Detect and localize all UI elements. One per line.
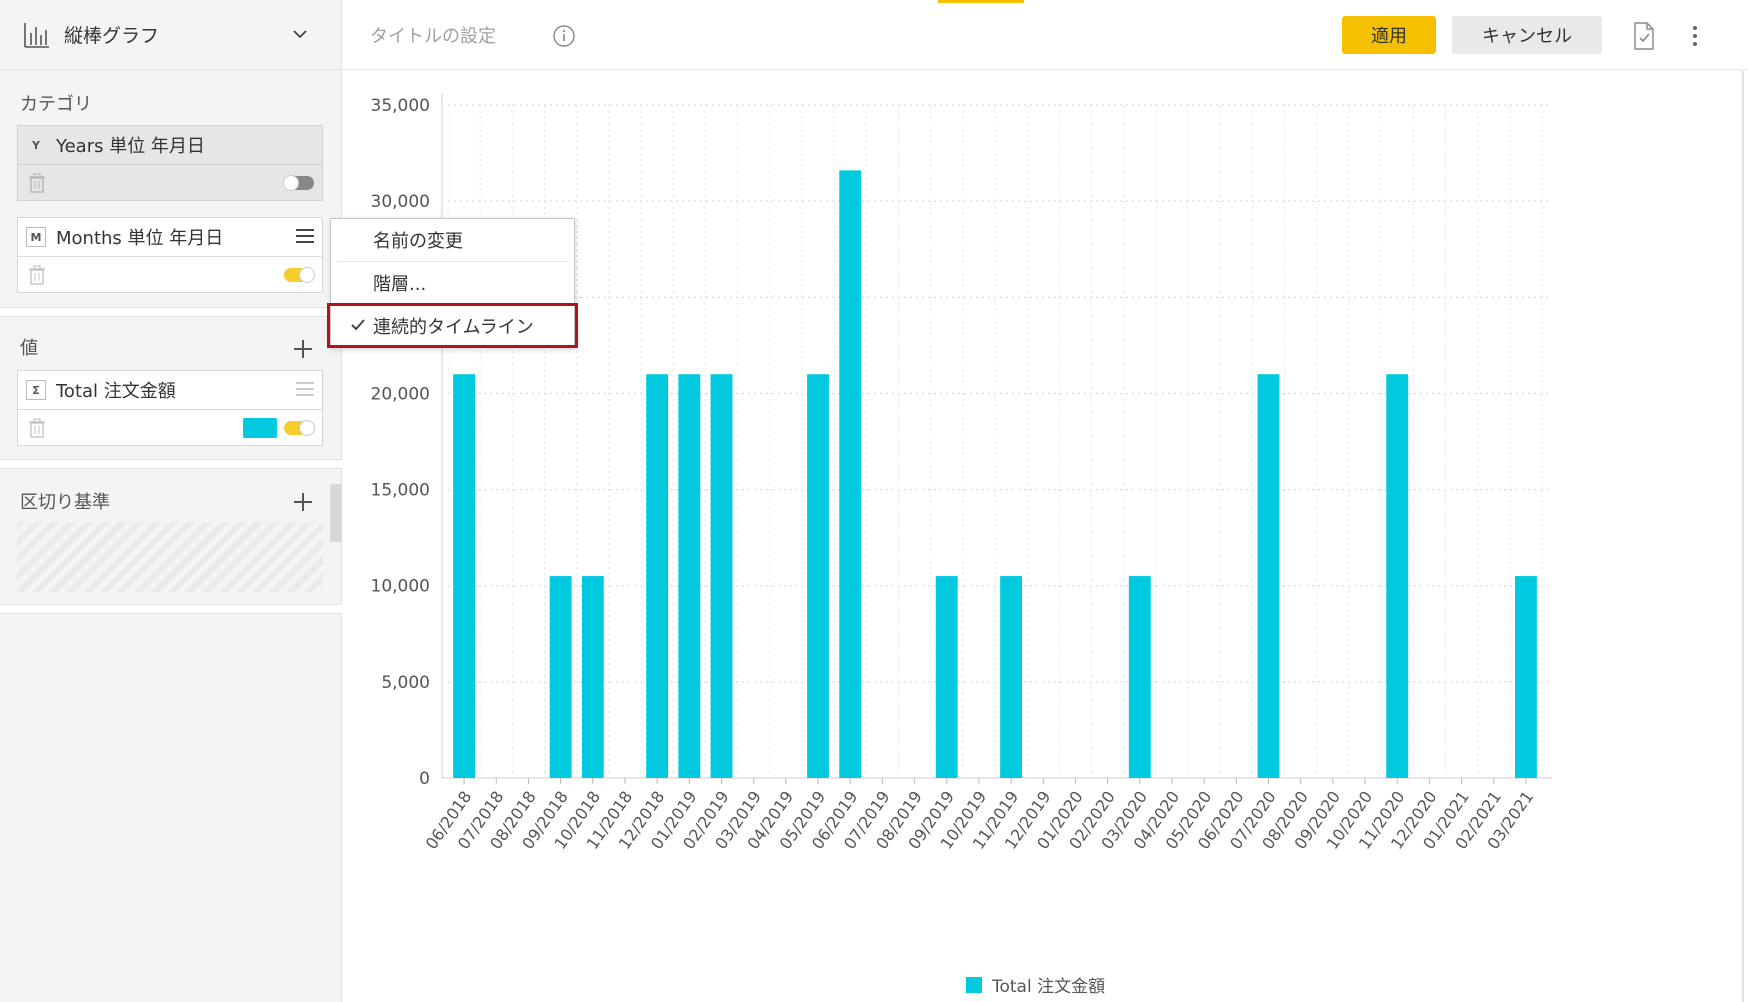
series-color-swatch[interactable] bbox=[243, 418, 277, 438]
values-section-title: 値 bbox=[20, 338, 38, 359]
bar[interactable] bbox=[839, 170, 862, 778]
export-icon[interactable] bbox=[1632, 22, 1656, 50]
y-tick-label: 30,000 bbox=[371, 192, 430, 212]
section-divider bbox=[0, 459, 342, 469]
bar[interactable] bbox=[581, 576, 604, 778]
field-visibility-toggle[interactable] bbox=[284, 267, 315, 283]
field-type-badge: Σ bbox=[26, 380, 46, 400]
bar[interactable] bbox=[1514, 576, 1537, 778]
more-options-icon[interactable] bbox=[1692, 26, 1698, 48]
bar[interactable] bbox=[1386, 374, 1409, 778]
section-divider bbox=[0, 604, 342, 614]
category-field-years[interactable]: Y Years 単位 年月日 bbox=[17, 125, 323, 201]
y-tick-label: 10,000 bbox=[371, 577, 430, 597]
bar[interactable] bbox=[646, 374, 669, 778]
bar[interactable] bbox=[710, 374, 733, 778]
bar[interactable] bbox=[453, 374, 476, 778]
chevron-down-icon[interactable] bbox=[292, 26, 308, 42]
bar-chart: 05,00010,00015,00020,00025,00030,00035,0… bbox=[371, 93, 1552, 853]
field-type-badge: M bbox=[26, 227, 46, 247]
menu-item-hierarchy[interactable]: 階層... bbox=[373, 274, 427, 295]
add-value-icon[interactable] bbox=[292, 338, 314, 360]
menu-separator bbox=[337, 261, 568, 262]
field-context-menu: 名前の変更 階層... 連続的タイムライン bbox=[330, 218, 575, 348]
chart-type-selector[interactable]: 縦棒グラフ bbox=[0, 0, 342, 70]
collapse-panel-handle[interactable] bbox=[330, 484, 342, 542]
chart-area: 05,00010,00015,00020,00025,00030,00035,0… bbox=[342, 71, 1748, 1002]
highlight-annotation bbox=[327, 303, 578, 348]
add-breakdown-icon[interactable] bbox=[292, 491, 314, 513]
chart-legend[interactable]: Total 注文金額 bbox=[966, 972, 1105, 997]
fields-sidebar: 縦棒グラフ カテゴリ Y Years 単位 年月日 bbox=[0, 0, 342, 1002]
field-name: Total 注文金額 bbox=[56, 381, 176, 402]
y-tick-label: 5,000 bbox=[381, 673, 430, 693]
category-field-months[interactable]: M Months 単位 年月日 bbox=[17, 217, 323, 293]
toolbar-accent-bar bbox=[938, 0, 1024, 3]
trash-icon[interactable] bbox=[28, 418, 46, 438]
info-icon[interactable] bbox=[552, 24, 576, 48]
editor-toolbar: タイトルの設定 適用 キャンセル bbox=[342, 0, 1748, 70]
bar[interactable] bbox=[935, 576, 958, 778]
scrollbar-edge bbox=[1742, 71, 1744, 1002]
category-section-title: カテゴリ bbox=[20, 94, 92, 115]
bar[interactable] bbox=[1257, 374, 1280, 778]
legend-swatch bbox=[966, 976, 982, 993]
cancel-button[interactable]: キャンセル bbox=[1452, 16, 1602, 54]
bar[interactable] bbox=[1128, 576, 1151, 778]
field-type-badge: Y bbox=[32, 138, 40, 152]
bar[interactable] bbox=[807, 374, 829, 778]
bar-chart-icon bbox=[24, 22, 49, 48]
apply-button[interactable]: 適用 bbox=[1342, 16, 1436, 54]
breakdown-drop-zone[interactable] bbox=[17, 522, 323, 592]
chart-title-input[interactable]: タイトルの設定 bbox=[370, 26, 496, 47]
hamburger-menu-icon[interactable] bbox=[296, 228, 314, 244]
legend-label: Total 注文金額 bbox=[992, 977, 1106, 997]
y-tick-label: 15,000 bbox=[371, 481, 430, 501]
y-tick-label: 0 bbox=[419, 769, 430, 789]
y-tick-label: 20,000 bbox=[371, 384, 430, 404]
bar[interactable] bbox=[678, 374, 701, 778]
chart-type-label: 縦棒グラフ bbox=[64, 25, 160, 47]
hamburger-menu-icon[interactable] bbox=[296, 381, 314, 397]
section-divider bbox=[0, 307, 342, 317]
bar[interactable] bbox=[549, 576, 572, 778]
field-visibility-toggle[interactable] bbox=[283, 175, 314, 191]
menu-item-continuous-timeline[interactable]: 連続的タイムライン bbox=[331, 305, 574, 347]
checkmark-icon bbox=[351, 319, 365, 331]
breakdown-section-title: 区切り基準 bbox=[20, 492, 110, 513]
bar[interactable] bbox=[1000, 576, 1023, 778]
field-name: Months 単位 年月日 bbox=[56, 228, 224, 249]
field-name: Years 単位 年月日 bbox=[56, 136, 205, 157]
y-tick-label: 35,000 bbox=[371, 96, 430, 116]
menu-item-rename[interactable]: 名前の変更 bbox=[373, 231, 463, 252]
field-visibility-toggle[interactable] bbox=[284, 420, 315, 436]
trash-icon[interactable] bbox=[28, 173, 46, 193]
value-field-total[interactable]: Σ Total 注文金額 bbox=[17, 370, 323, 446]
trash-icon[interactable] bbox=[28, 265, 46, 285]
